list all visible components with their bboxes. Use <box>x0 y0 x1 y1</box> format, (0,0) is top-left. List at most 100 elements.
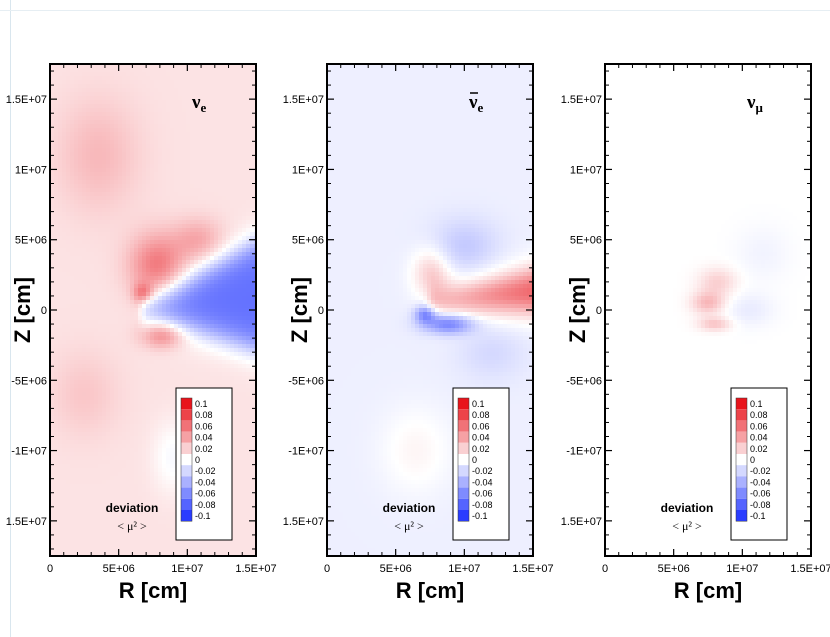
heatmap-cell <box>90 304 95 309</box>
heatmap-cell <box>70 324 75 329</box>
heatmap-cell <box>62 116 67 121</box>
heatmap-cell <box>114 396 119 401</box>
heatmap-cell <box>238 76 243 81</box>
heatmap-cell <box>50 400 55 405</box>
heatmap-cell <box>82 304 87 309</box>
heatmap-cell <box>114 132 119 137</box>
heatmap-cell <box>114 304 119 309</box>
heatmap-cell <box>230 84 235 89</box>
heatmap-cell <box>242 424 247 429</box>
heatmap-cell <box>102 236 107 241</box>
heatmap-cell <box>222 144 227 149</box>
heatmap-cell <box>102 84 107 89</box>
heatmap-cell <box>242 192 247 197</box>
heatmap-cell <box>110 92 115 97</box>
heatmap-cell <box>234 392 239 397</box>
heatmap-cell <box>138 224 143 229</box>
heatmap-cell <box>154 128 159 133</box>
heatmap-cell <box>106 168 111 173</box>
heatmap-cell <box>58 116 63 121</box>
heatmap-cell <box>102 400 107 405</box>
heatmap-cell <box>186 296 191 301</box>
heatmap-cell <box>54 304 59 309</box>
heatmap-cell <box>86 308 91 313</box>
heatmap-cell <box>218 376 223 381</box>
heatmap-cell <box>178 292 183 297</box>
heatmap-cell <box>170 304 175 309</box>
heatmap-cell <box>214 148 219 153</box>
heatmap-cell <box>142 272 147 277</box>
heatmap-cell <box>222 324 227 329</box>
heatmap-cell <box>106 112 111 117</box>
heatmap-cell <box>230 72 235 77</box>
heatmap-cell <box>110 212 115 217</box>
heatmap-cell <box>78 104 83 109</box>
heatmap-cell <box>102 352 107 357</box>
heatmap-cell <box>106 264 111 269</box>
heatmap-cell <box>186 144 191 149</box>
heatmap-cell <box>206 68 211 73</box>
heatmap-cell <box>86 348 91 353</box>
heatmap-cell <box>126 416 131 421</box>
heatmap-cell <box>230 120 235 125</box>
heatmap-cell <box>58 392 63 397</box>
heatmap-cell <box>146 236 151 241</box>
heatmap-cell <box>226 132 231 137</box>
heatmap-cell <box>66 288 71 293</box>
heatmap-cell <box>142 100 147 105</box>
heatmap-cell <box>154 64 159 69</box>
heatmap-cell <box>182 276 187 281</box>
heatmap-cell <box>158 108 163 113</box>
heatmap-cell <box>234 272 239 277</box>
heatmap-cell <box>218 380 223 385</box>
heatmap-cell <box>82 296 87 301</box>
heatmap-cell <box>246 424 251 429</box>
heatmap-cell <box>66 384 71 389</box>
heatmap-cell <box>114 240 119 245</box>
heatmap-cell <box>174 380 179 385</box>
heatmap-cell <box>102 168 107 173</box>
heatmap-cell <box>170 412 175 417</box>
heatmap-cell <box>66 272 71 277</box>
heatmap-cell <box>246 96 251 101</box>
heatmap-cell <box>78 84 83 89</box>
heatmap-cell <box>206 64 211 69</box>
heatmap-cell <box>134 400 139 405</box>
heatmap-cell <box>106 288 111 293</box>
heatmap-cell <box>218 308 223 313</box>
heatmap-cell <box>154 420 159 425</box>
heatmap-cell <box>238 260 243 265</box>
heatmap-cell <box>134 388 139 393</box>
heatmap-cell <box>130 388 135 393</box>
heatmap-cell <box>118 120 123 125</box>
heatmap-cell <box>114 220 119 225</box>
heatmap-cell <box>118 324 123 329</box>
heatmap-cell <box>250 100 255 105</box>
heatmap-cell <box>198 224 203 229</box>
heatmap-cell <box>250 160 255 165</box>
heatmap-cell <box>50 356 55 361</box>
heatmap-cell <box>214 376 219 381</box>
heatmap-cell <box>66 108 71 113</box>
heatmap-cell <box>190 352 195 357</box>
heatmap-cell <box>106 216 111 221</box>
heatmap-cell <box>242 204 247 209</box>
heatmap-cell <box>102 312 107 317</box>
heatmap-cell <box>138 304 143 309</box>
heatmap-cell <box>50 352 55 357</box>
heatmap-cell <box>162 256 167 261</box>
heatmap-cell <box>206 116 211 121</box>
heatmap-cell <box>230 76 235 81</box>
heatmap-cell <box>250 224 255 229</box>
heatmap-cell <box>62 68 67 73</box>
heatmap-cell <box>50 360 55 365</box>
heatmap-cell <box>186 204 191 209</box>
heatmap-cell <box>202 384 207 389</box>
heatmap-cell <box>158 344 163 349</box>
heatmap-cell <box>62 100 67 105</box>
heatmap-cell <box>150 128 155 133</box>
heatmap-cell <box>222 276 227 281</box>
heatmap-cell <box>218 144 223 149</box>
heatmap-cell <box>90 196 95 201</box>
heatmap-cell <box>210 380 215 385</box>
